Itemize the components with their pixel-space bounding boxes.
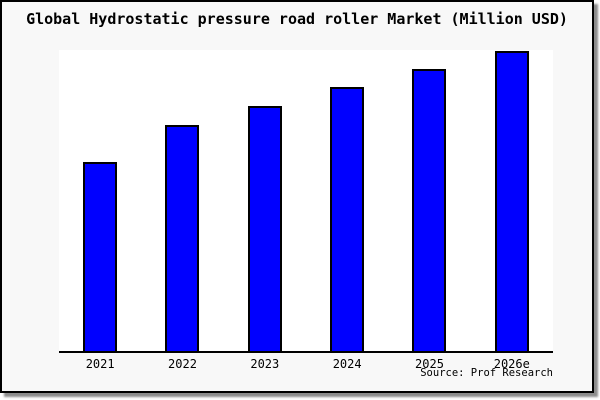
bar-slot: [306, 50, 388, 351]
bar-2026e: [494, 51, 529, 351]
bar-slot: [471, 50, 553, 351]
bar-slot: [388, 50, 470, 351]
bar-slot: [224, 50, 306, 351]
bar-slot: [141, 50, 223, 351]
bar-2025: [412, 69, 447, 351]
x-tick-label: 2022: [168, 357, 197, 371]
chart-title: Global Hydrostatic pressure road roller …: [26, 10, 568, 28]
x-tick-label: 2026e: [493, 357, 530, 371]
source-credit: Source: Prof Research: [420, 367, 553, 379]
bar-2021: [83, 162, 118, 351]
bar-2023: [247, 106, 282, 351]
bar-2024: [330, 87, 365, 351]
bar-slot: [59, 50, 141, 351]
plot-area: [59, 50, 553, 353]
chart-card: Global Hydrostatic pressure road roller …: [0, 0, 594, 393]
x-tick-label: 2023: [250, 357, 280, 371]
x-tick-label: 2025: [415, 357, 444, 371]
bar-2022: [165, 125, 200, 351]
x-axis-labels: 2021 2022 2023 2024 2025 2026e: [59, 357, 553, 371]
x-tick-label: 2021: [85, 357, 115, 371]
x-tick-label: 2024: [332, 357, 362, 371]
